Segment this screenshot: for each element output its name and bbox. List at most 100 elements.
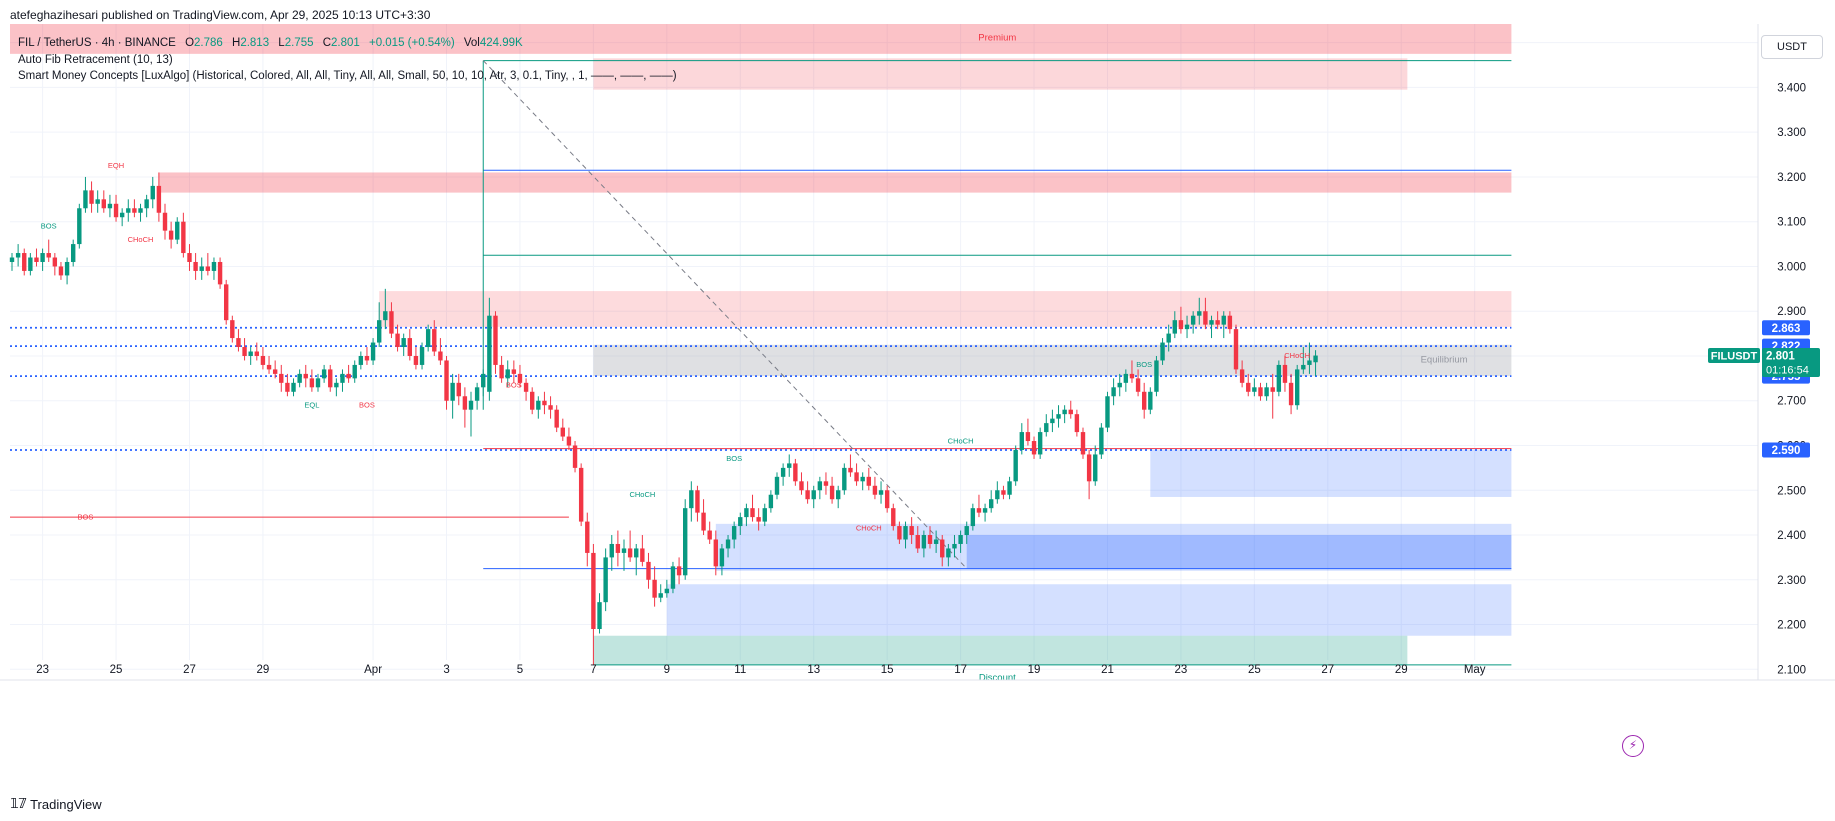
candle-body [823, 481, 829, 486]
candle-body [1050, 418, 1055, 424]
candle-body [107, 203, 113, 209]
candle-body [707, 530, 712, 540]
candle-body [1282, 364, 1288, 383]
candle-body [370, 342, 376, 361]
candle-body [346, 373, 351, 379]
x-tick-label: 11 [734, 664, 746, 676]
candle-body [22, 253, 27, 271]
candle-body [1184, 324, 1190, 330]
candle-body [1276, 364, 1282, 392]
candle-body [511, 369, 517, 374]
candle-body [701, 512, 706, 531]
candle-body [670, 566, 676, 589]
flash-icon[interactable]: ⚡ [1622, 735, 1644, 757]
annotation-label: EQL [304, 400, 319, 409]
candle-body [536, 400, 541, 410]
candle-body [254, 351, 259, 356]
candle-body [609, 543, 614, 558]
candle-body [272, 369, 278, 374]
candle-body [474, 387, 480, 401]
x-tick-label: 21 [1101, 664, 1114, 676]
candle-body [1135, 378, 1141, 392]
indicator-smc[interactable]: Smart Money Concepts [LuxAlgo] (Historic… [18, 70, 677, 82]
candle-body [774, 476, 780, 495]
volume-value: 424.99K [479, 37, 523, 49]
candle-body [1239, 369, 1245, 383]
annotation-label: EQH [108, 161, 124, 170]
candle-body [683, 508, 688, 576]
y-tick-label: 2.900 [1777, 306, 1806, 318]
candle-body [77, 208, 82, 245]
demand-zone-237 [966, 535, 1512, 569]
candle-body [187, 253, 192, 262]
candle-body [266, 364, 272, 370]
candle-body [891, 508, 896, 527]
candle-body [1203, 311, 1208, 325]
candle-body [419, 347, 425, 365]
candle-body [523, 382, 529, 392]
annotation-label: BOS [1136, 360, 1152, 369]
candle-body [995, 490, 1000, 500]
candle-body [321, 369, 327, 379]
open-label: O [185, 37, 195, 49]
chart-area[interactable]: Premium Discount Equilibrium EQH BOS CHoCH EQL… [0, 0, 1835, 794]
candle-body [401, 338, 406, 348]
x-tick-label: 27 [1321, 664, 1334, 676]
candle-body [1013, 449, 1018, 482]
candle-body [1227, 315, 1233, 330]
symbol-label[interactable]: FIL / TetherUS · 4h · BINANCE [18, 37, 176, 49]
candle-body [1246, 382, 1251, 392]
candle-body [1221, 315, 1226, 325]
annotation-label: Premium [978, 32, 1016, 43]
volume-label: Vol [463, 37, 480, 49]
candle-body [530, 391, 535, 410]
x-tick-label: 19 [1028, 664, 1041, 676]
candle-body [805, 490, 810, 500]
candle-body [211, 261, 217, 271]
candle-body [719, 548, 725, 567]
candle-body [842, 467, 847, 491]
candle-body [872, 485, 878, 495]
candle-body [725, 539, 731, 549]
candle-body [1123, 373, 1129, 383]
candle-body [89, 190, 94, 204]
chart-legend: FIL / TetherUS · 4h · BINANCE O2.786 H2.… [18, 35, 677, 85]
x-tick-label: 7 [590, 664, 596, 676]
candle-body [126, 208, 131, 213]
candle-body [621, 548, 627, 553]
candle-body [425, 329, 431, 348]
candle-body [175, 221, 180, 240]
x-tick-label: Apr [364, 664, 382, 676]
candle-body [71, 244, 76, 262]
candle-body [597, 602, 602, 630]
countdown-text: 01:16:54 [1766, 365, 1809, 377]
candle-body [1209, 320, 1214, 325]
y-tick-label: 2.300 [1777, 575, 1806, 587]
candle-body [334, 382, 339, 388]
candle-body [468, 400, 474, 410]
candle-body [829, 485, 835, 500]
x-tick-label: 3 [443, 664, 449, 676]
candle-body [297, 373, 302, 383]
demand-zone-225 [666, 584, 1512, 636]
candle-body [1129, 373, 1135, 379]
tradingview-brand[interactable]: 𝟙𝟟 TradingView [10, 796, 102, 812]
candle-body [309, 378, 315, 388]
candle-body [352, 364, 357, 379]
candle-body [1105, 396, 1110, 428]
candle-body [548, 405, 553, 410]
annotation-label: CHoCH [128, 235, 154, 244]
candle-body [958, 535, 963, 544]
candle-body [1258, 387, 1263, 397]
candle-body [407, 338, 412, 356]
x-tick-label: 25 [1248, 664, 1261, 676]
candle-body [976, 508, 982, 513]
price-chart[interactable]: Premium Discount Equilibrium EQH BOS CHoCH EQL… [0, 0, 1835, 794]
candle-body [1288, 382, 1294, 406]
currency-button[interactable]: USDT [1761, 35, 1823, 59]
candle-body [744, 508, 749, 518]
x-tick-label: 25 [110, 664, 123, 676]
candle-body [646, 561, 651, 580]
indicator-fib[interactable]: Auto Fib Retracement (10, 13) [18, 53, 173, 66]
candle-body [860, 476, 865, 482]
